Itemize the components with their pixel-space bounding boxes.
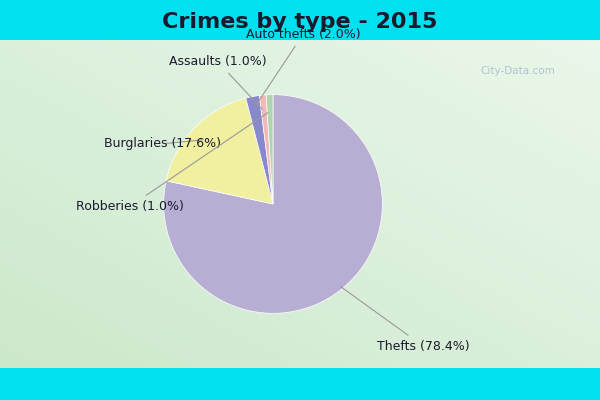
Text: City-Data.com: City-Data.com	[480, 66, 555, 76]
Text: Thefts (78.4%): Thefts (78.4%)	[340, 286, 469, 353]
Wedge shape	[246, 96, 273, 204]
Wedge shape	[259, 95, 273, 204]
Wedge shape	[266, 95, 273, 204]
Text: Assaults (1.0%): Assaults (1.0%)	[169, 55, 267, 110]
Wedge shape	[164, 95, 382, 313]
Text: Auto thefts (2.0%): Auto thefts (2.0%)	[245, 28, 360, 105]
Text: Burglaries (17.6%): Burglaries (17.6%)	[104, 137, 221, 150]
Text: Robberies (1.0%): Robberies (1.0%)	[76, 113, 268, 213]
Text: Crimes by type - 2015: Crimes by type - 2015	[163, 12, 437, 32]
Wedge shape	[166, 98, 273, 204]
